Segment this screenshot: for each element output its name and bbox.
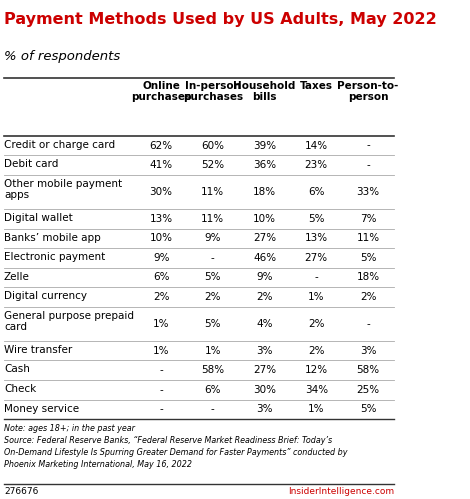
Text: 10%: 10% [253, 214, 276, 224]
Text: 46%: 46% [253, 253, 276, 263]
Text: 30%: 30% [253, 385, 276, 395]
Text: 6%: 6% [308, 187, 325, 197]
Text: 34%: 34% [305, 385, 328, 395]
Text: 3%: 3% [256, 404, 273, 414]
Text: Note: ages 18+; in the past year
Source: Federal Reserve Banks, “Federal Reserve: Note: ages 18+; in the past year Source:… [4, 424, 347, 469]
Text: Online
purchases: Online purchases [131, 81, 191, 102]
Text: -: - [314, 272, 318, 282]
Text: 10%: 10% [149, 234, 172, 244]
Text: 4%: 4% [256, 319, 273, 329]
Text: -: - [366, 160, 370, 170]
Text: -: - [159, 385, 163, 395]
Text: 58%: 58% [356, 365, 380, 375]
Text: Debit card: Debit card [4, 159, 58, 169]
Text: In-person
purchases: In-person purchases [183, 81, 243, 102]
Text: Digital wallet: Digital wallet [4, 213, 73, 223]
Text: 2%: 2% [308, 319, 325, 329]
Text: Digital currency: Digital currency [4, 291, 87, 301]
Text: 1%: 1% [308, 292, 325, 302]
Text: Wire transfer: Wire transfer [4, 345, 72, 355]
Text: 11%: 11% [201, 214, 224, 224]
Text: 276676: 276676 [4, 487, 39, 496]
Text: 41%: 41% [149, 160, 172, 170]
Text: Banks’ mobile app: Banks’ mobile app [4, 233, 101, 243]
Text: 27%: 27% [305, 253, 328, 263]
Text: 36%: 36% [253, 160, 276, 170]
Text: 13%: 13% [305, 234, 328, 244]
Text: 62%: 62% [149, 141, 172, 151]
Text: InsiderIntelligence.com: InsiderIntelligence.com [288, 487, 394, 496]
Text: 27%: 27% [253, 234, 276, 244]
Text: 2%: 2% [204, 292, 221, 302]
Text: -: - [366, 141, 370, 151]
Text: 1%: 1% [308, 404, 325, 414]
Text: 14%: 14% [305, 141, 328, 151]
Text: -: - [211, 253, 215, 263]
Text: 7%: 7% [360, 214, 376, 224]
Text: Check: Check [4, 384, 36, 394]
Text: Other mobile payment
apps: Other mobile payment apps [4, 179, 122, 201]
Text: 11%: 11% [201, 187, 224, 197]
Text: 18%: 18% [253, 187, 276, 197]
Text: 5%: 5% [360, 404, 376, 414]
Text: 9%: 9% [204, 234, 221, 244]
Text: 1%: 1% [204, 346, 221, 356]
Text: 2%: 2% [256, 292, 273, 302]
Text: 52%: 52% [201, 160, 224, 170]
Text: General purpose prepaid
card: General purpose prepaid card [4, 311, 134, 332]
Text: % of respondents: % of respondents [4, 50, 120, 63]
Text: 60%: 60% [201, 141, 224, 151]
Text: Money service: Money service [4, 404, 79, 414]
Text: 39%: 39% [253, 141, 276, 151]
Text: 58%: 58% [201, 365, 224, 375]
Text: -: - [159, 365, 163, 375]
Text: 5%: 5% [360, 253, 376, 263]
Text: 13%: 13% [149, 214, 172, 224]
Text: Person-to-
person: Person-to- person [337, 81, 399, 102]
Text: 2%: 2% [153, 292, 169, 302]
Text: 3%: 3% [256, 346, 273, 356]
Text: 5%: 5% [308, 214, 325, 224]
Text: 6%: 6% [204, 385, 221, 395]
Text: 11%: 11% [356, 234, 380, 244]
Text: 1%: 1% [153, 346, 169, 356]
Text: Payment Methods Used by US Adults, May 2022: Payment Methods Used by US Adults, May 2… [4, 12, 437, 27]
Text: 12%: 12% [305, 365, 328, 375]
Text: Taxes: Taxes [300, 81, 333, 91]
Text: 27%: 27% [253, 365, 276, 375]
Text: Zelle: Zelle [4, 271, 30, 281]
Text: -: - [366, 319, 370, 329]
Text: 33%: 33% [356, 187, 380, 197]
Text: 18%: 18% [356, 272, 380, 282]
Text: 2%: 2% [360, 292, 376, 302]
Text: 6%: 6% [153, 272, 169, 282]
Text: Credit or charge card: Credit or charge card [4, 140, 115, 150]
Text: 2%: 2% [308, 346, 325, 356]
Text: 9%: 9% [256, 272, 273, 282]
Text: Electronic payment: Electronic payment [4, 252, 105, 262]
Text: 23%: 23% [305, 160, 328, 170]
Text: 30%: 30% [149, 187, 172, 197]
Text: Household
bills: Household bills [234, 81, 296, 102]
Text: -: - [211, 404, 215, 414]
Text: 9%: 9% [153, 253, 169, 263]
Text: -: - [159, 404, 163, 414]
Text: 25%: 25% [356, 385, 380, 395]
Text: Cash: Cash [4, 364, 30, 374]
Text: 3%: 3% [360, 346, 376, 356]
Text: 1%: 1% [153, 319, 169, 329]
Text: 5%: 5% [204, 319, 221, 329]
Text: 5%: 5% [204, 272, 221, 282]
